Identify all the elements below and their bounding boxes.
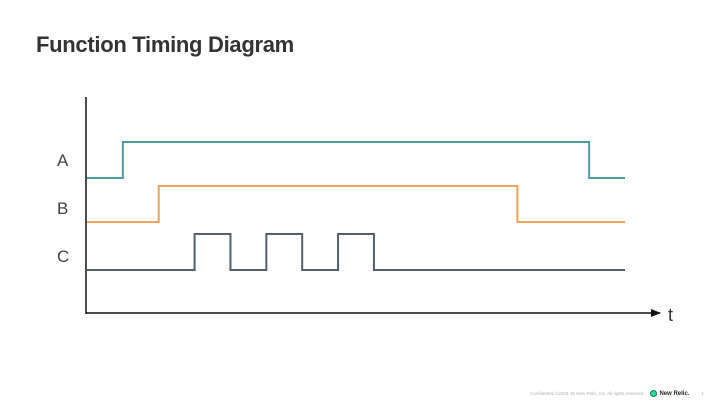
signal-label-c: C [57, 247, 69, 266]
signal-waveform-c [87, 233, 625, 271]
page-number: 1 [701, 391, 704, 396]
signal-label-a: A [57, 151, 69, 170]
footer: Confidential ©2008-15 New Relic, Inc. Al… [530, 390, 704, 397]
signal-label-b: B [57, 199, 68, 218]
slide-title: Function Timing Diagram [36, 32, 294, 57]
copyright-text: Confidential ©2008-15 New Relic, Inc. Al… [530, 391, 645, 396]
x-axis-label: t [668, 305, 673, 325]
new-relic-logo: New Relic. [650, 390, 689, 397]
signal-waveform-b [87, 185, 625, 223]
signal-waveform-a [87, 141, 625, 179]
logo-text: New Relic. [659, 390, 690, 397]
new-relic-logo-icon [650, 390, 658, 397]
